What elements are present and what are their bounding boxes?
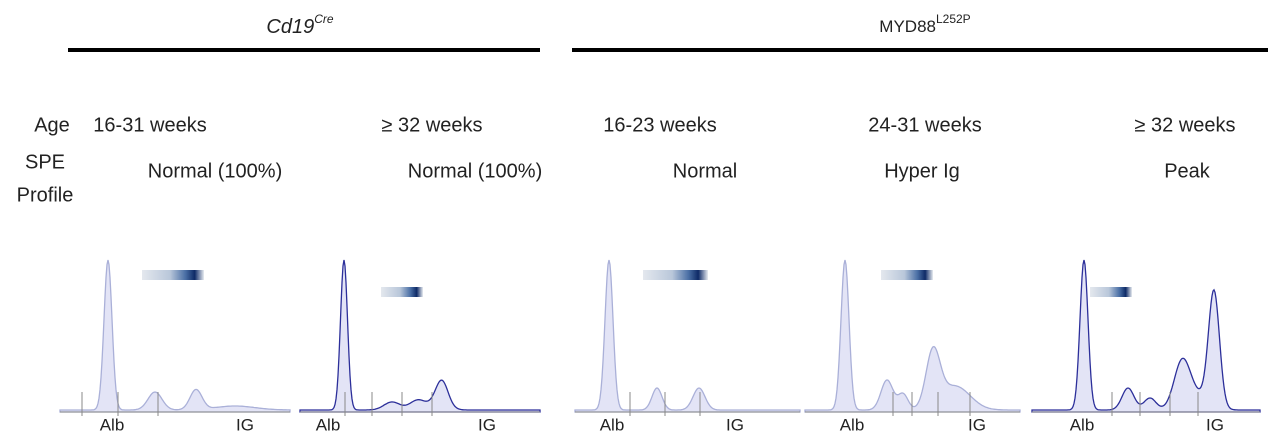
row-label: Age [34, 114, 70, 136]
axis-label: IG [726, 415, 744, 434]
axis-label: IG [968, 415, 986, 434]
profile-label: Normal (100%) [408, 160, 542, 182]
gel-band [643, 270, 708, 280]
group-title: MYD88L252P [879, 12, 970, 36]
axis-label: Alb [100, 415, 125, 434]
row-label: SPE [25, 151, 65, 173]
axis-label: Alb [316, 415, 341, 434]
spe-trace [1031, 259, 1261, 413]
gel-band [381, 287, 423, 297]
gel-band [142, 270, 204, 280]
axis-label: Alb [600, 415, 625, 434]
row-label: Profile [17, 184, 74, 206]
axis-label: Alb [1070, 415, 1095, 434]
group-label: MYD88 [879, 17, 936, 36]
spe-trace [804, 259, 1021, 413]
age-label: ≥ 32 weeks [381, 114, 482, 136]
profile-label: Peak [1164, 160, 1211, 182]
profile-label: Normal [673, 160, 737, 182]
spe-trace [574, 259, 801, 413]
spe-trace [299, 259, 541, 413]
axis-label: IG [478, 415, 496, 434]
gel-band [881, 270, 933, 280]
age-label: 16-31 weeks [93, 114, 206, 136]
profile-label: Normal (100%) [148, 160, 282, 182]
group-superscript: L252P [936, 12, 971, 26]
profile-label: Hyper Ig [884, 160, 960, 182]
group-label: Cd19 [266, 16, 314, 38]
axis-label: Alb [840, 415, 865, 434]
axis-label: IG [236, 415, 254, 434]
age-label: 24-31 weeks [868, 114, 981, 136]
age-label: ≥ 32 weeks [1134, 114, 1235, 136]
gel-band [1090, 287, 1132, 297]
spe-trace [59, 259, 291, 413]
group-title: Cd19Cre [266, 12, 333, 38]
age-label: 16-23 weeks [603, 114, 716, 136]
axis-label: IG [1206, 415, 1224, 434]
group-superscript: Cre [314, 12, 334, 26]
